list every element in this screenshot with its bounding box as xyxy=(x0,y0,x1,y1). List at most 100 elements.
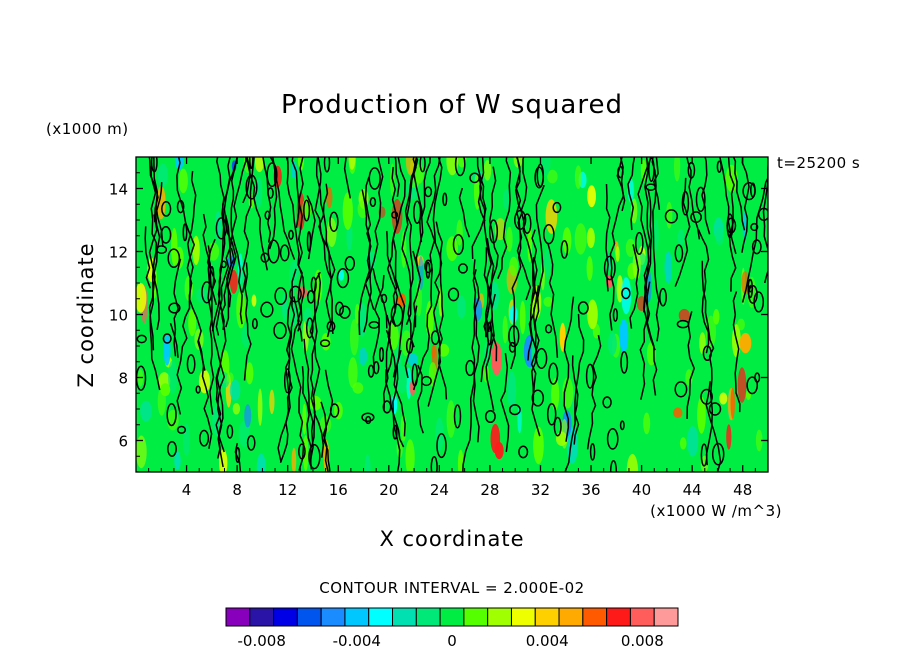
field-blob xyxy=(446,400,456,438)
contour-loop xyxy=(329,403,340,418)
contour-line xyxy=(479,157,492,338)
contour-loop xyxy=(621,287,631,300)
field-blob xyxy=(678,308,690,322)
contour-line xyxy=(497,157,512,279)
field-blob xyxy=(490,423,501,454)
contour-line xyxy=(412,250,422,328)
contour-loop xyxy=(430,456,438,472)
contour-line xyxy=(417,364,425,434)
colorbar-tick-label: -0.004 xyxy=(333,632,381,650)
contour-loop xyxy=(589,443,596,461)
field-blob xyxy=(619,319,629,353)
colorbar-swatch xyxy=(296,607,322,627)
field-blob xyxy=(519,300,526,335)
field-blob xyxy=(456,219,463,246)
contour-loop xyxy=(182,223,188,242)
contour-line xyxy=(762,157,768,284)
contour-loop xyxy=(405,337,414,354)
contour-loop xyxy=(606,428,619,450)
colorbar-swatch xyxy=(368,607,394,627)
contour-loop xyxy=(602,396,612,409)
colorbar-swatch xyxy=(534,607,560,627)
contour-loop xyxy=(452,233,465,256)
contour-interval-label: CONTOUR INTERVAL = 2.000E-02 xyxy=(319,579,584,597)
contour-line xyxy=(627,157,636,231)
contour-loop xyxy=(746,376,759,395)
colorbar-swatch xyxy=(415,607,441,627)
contour-lines xyxy=(136,157,768,472)
contour-loop xyxy=(308,444,321,470)
contour-loop xyxy=(264,210,271,221)
field-blob xyxy=(136,282,147,313)
contour-line xyxy=(719,157,737,255)
contour-loop xyxy=(700,443,708,467)
colorbar-swatch xyxy=(510,607,536,627)
contour-loop xyxy=(577,301,589,315)
field-blob xyxy=(483,160,492,181)
contour-loop xyxy=(274,286,288,306)
field-blob xyxy=(559,322,566,352)
contour-loop xyxy=(289,285,302,303)
contour-line xyxy=(269,157,296,260)
contour-loop xyxy=(757,207,768,221)
contour-line xyxy=(310,271,321,447)
field-blob xyxy=(457,449,464,472)
field-blob xyxy=(699,332,706,355)
contour-loop xyxy=(344,255,356,271)
contour-line xyxy=(148,166,158,351)
contour-loop xyxy=(612,308,619,322)
contour-loop xyxy=(518,445,529,459)
field-blob xyxy=(509,256,519,277)
time-label: t=25200 s xyxy=(777,154,860,172)
contour-loop xyxy=(323,157,331,173)
contour-loop xyxy=(453,404,462,429)
contour-loop xyxy=(215,217,227,240)
contour-loop xyxy=(155,245,168,255)
contour-line xyxy=(358,189,371,336)
contour-loop xyxy=(195,385,201,394)
field-blob xyxy=(167,409,179,431)
field-blob xyxy=(640,159,647,182)
colorbar-swatch xyxy=(653,607,679,627)
contour-line xyxy=(153,157,164,247)
contour-line xyxy=(412,157,441,391)
contour-loop xyxy=(726,217,737,234)
field-blob xyxy=(157,387,166,416)
field-blob xyxy=(562,227,572,255)
field-blob xyxy=(626,453,639,472)
contour-loop xyxy=(166,402,177,427)
field-blob xyxy=(350,319,359,356)
contour-line xyxy=(223,157,238,308)
contour-loop xyxy=(266,162,278,188)
contour-line xyxy=(382,314,391,411)
field-blob xyxy=(405,439,415,472)
contour-loop xyxy=(279,244,290,262)
colorbar-tick-label: 0.004 xyxy=(526,632,569,650)
colorbar-swatch xyxy=(320,607,346,627)
contour-loop xyxy=(750,182,756,198)
field-blob xyxy=(730,387,735,419)
contour-loop xyxy=(447,287,460,302)
contour-line xyxy=(609,157,625,331)
field-blob xyxy=(309,395,322,411)
contour-loop xyxy=(246,435,256,451)
x-tick-label: 44 xyxy=(683,481,702,499)
contour-loop xyxy=(711,442,725,466)
field-blob xyxy=(364,454,371,472)
contour-loop xyxy=(160,226,172,244)
field-blob xyxy=(232,403,241,415)
contour-line xyxy=(471,157,487,260)
contour-loop xyxy=(674,244,684,263)
field-blob xyxy=(506,226,513,252)
contour-loop xyxy=(378,347,385,362)
contour-loop xyxy=(514,209,527,230)
field-blob xyxy=(713,309,720,325)
field-blob xyxy=(507,371,517,410)
contour-line xyxy=(211,157,225,332)
colorbar-swatch xyxy=(249,607,275,627)
contour-loop xyxy=(488,219,499,244)
contour-line xyxy=(514,157,532,301)
field-blob xyxy=(303,435,309,472)
contour-line xyxy=(485,293,496,411)
